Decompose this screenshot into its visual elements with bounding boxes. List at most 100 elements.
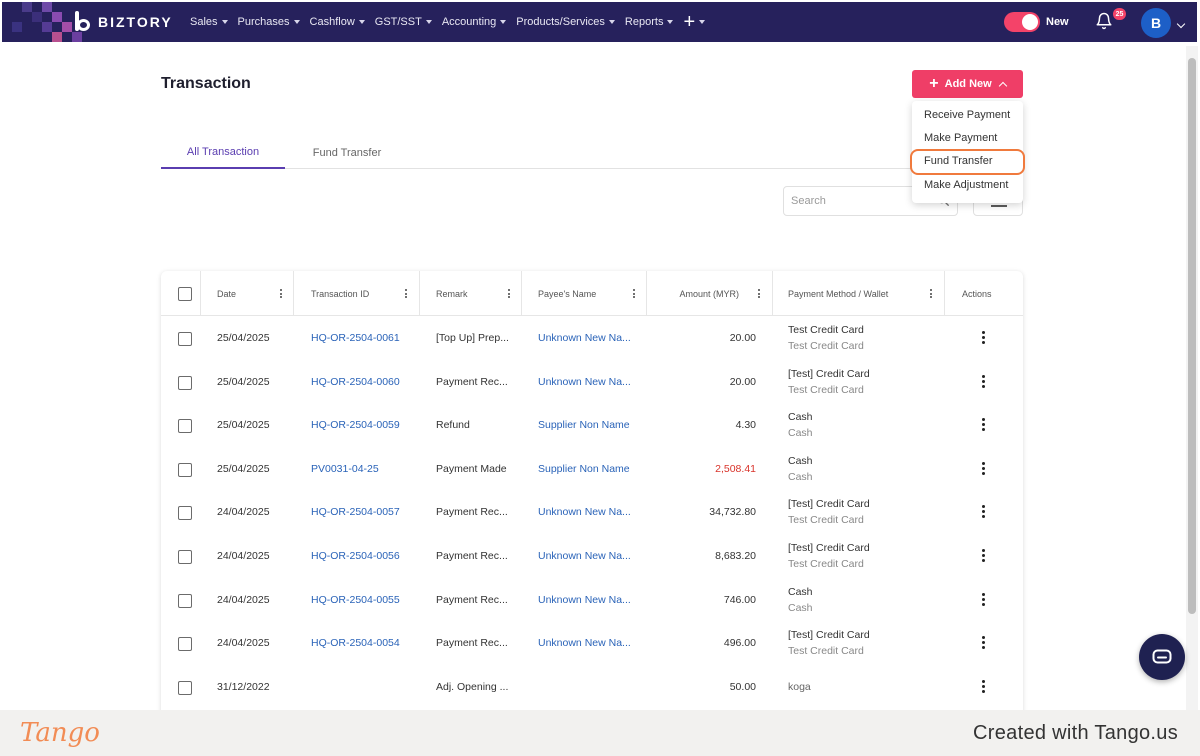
kebab-icon[interactable] <box>982 331 986 345</box>
cell-remark: Payment Rec... <box>436 637 508 650</box>
kebab-icon[interactable] <box>982 505 986 519</box>
cell-wallet: Test Credit Card <box>788 514 864 527</box>
add-new-button[interactable]: + Add New <box>912 70 1023 98</box>
avatar[interactable]: B <box>1141 8 1171 38</box>
select-all-checkbox[interactable] <box>178 287 192 301</box>
cell-transaction-id[interactable]: HQ-OR-2504-0057 <box>311 506 400 519</box>
nav-reports[interactable]: Reports <box>625 16 674 28</box>
nav-sales[interactable]: Sales <box>190 16 228 28</box>
search-input[interactable] <box>791 195 931 207</box>
cell-payee-name[interactable]: Unknown New Na... <box>538 332 631 344</box>
cell-payment-method: [Test] Credit Card <box>788 498 870 511</box>
row-checkbox[interactable] <box>178 375 192 390</box>
table-row[interactable]: 25/04/2025 HQ-OR-2504-0060 Payment Rec... U… <box>161 361 1023 405</box>
table-row[interactable]: 24/04/2025 HQ-OR-2504-0056 Payment Rec... U… <box>161 535 1023 579</box>
column-header-transaction-id[interactable]: Transaction ID <box>311 288 370 299</box>
page-scrollbar[interactable] <box>1186 46 1198 710</box>
top-nav-bar: BIZTORY Sales Purchases Cashflow GST/SST… <box>2 2 1197 42</box>
cell-transaction-id[interactable]: HQ-OR-2504-0055 <box>311 593 400 606</box>
caret-down-icon <box>358 20 365 24</box>
cell-payee-name[interactable]: Unknown New Na... <box>538 637 631 650</box>
nav-gst-sst[interactable]: GST/SST <box>375 16 432 28</box>
main-nav: Sales Purchases Cashflow GST/SST Account… <box>190 2 715 42</box>
caret-down-icon <box>500 20 507 24</box>
kebab-icon[interactable] <box>508 289 511 299</box>
transaction-table: Date Transaction ID Remark Payee's Name … <box>161 271 1023 721</box>
bell-icon[interactable] <box>1095 12 1115 34</box>
kebab-icon[interactable] <box>982 679 986 694</box>
kebab-icon[interactable] <box>982 461 986 476</box>
kebab-icon[interactable] <box>982 418 986 432</box>
nav-cashflow[interactable]: Cashflow <box>310 16 365 28</box>
table-row[interactable]: 24/04/2025 HQ-OR-2504-0055 Payment Rec... U… <box>161 579 1023 623</box>
column-header-remark[interactable]: Remark <box>436 288 468 299</box>
cell-payee-name[interactable]: Supplier Non Name <box>538 462 630 475</box>
column-header-amount[interactable]: Amount (MYR) <box>679 288 739 299</box>
chat-button[interactable] <box>1139 634 1185 680</box>
biztory-logo[interactable]: BIZTORY <box>72 10 173 34</box>
table-row[interactable]: 24/04/2025 HQ-OR-2504-0054 Payment Rec... U… <box>161 622 1023 666</box>
nav-quick-add[interactable]: + <box>683 12 706 32</box>
cell-payee-name[interactable]: Unknown New Na... <box>538 506 631 519</box>
cell-payee-name[interactable]: Supplier Non Name <box>538 419 630 432</box>
chevron-down-icon[interactable] <box>1176 19 1186 29</box>
cell-transaction-id[interactable]: HQ-OR-2504-0061 <box>311 332 400 344</box>
cell-payee-name[interactable]: Unknown New Na... <box>538 550 631 562</box>
kebab-icon[interactable] <box>982 592 986 607</box>
cell-transaction-id[interactable]: HQ-OR-2504-0060 <box>311 375 400 388</box>
kebab-icon[interactable] <box>280 289 283 299</box>
cell-transaction-id[interactable]: PV0031-04-25 <box>311 462 379 475</box>
add-new-menu: Receive Payment Make Payment Fund Transf… <box>912 101 1023 203</box>
kebab-icon[interactable] <box>405 289 408 299</box>
scrollbar-thumb[interactable] <box>1188 58 1196 614</box>
menu-item-make-payment[interactable]: Make Payment <box>924 132 998 144</box>
table-row[interactable]: 25/04/2025 PV0031-04-25 Payment Made Suppli… <box>161 448 1023 492</box>
menu-item-make-adjustment[interactable]: Make Adjustment <box>924 179 1009 191</box>
chevron-up-icon <box>998 81 1007 90</box>
table-row[interactable]: 24/04/2025 HQ-OR-2504-0057 Payment Rec... U… <box>161 491 1023 535</box>
row-checkbox[interactable] <box>178 506 192 521</box>
kebab-icon[interactable] <box>982 636 986 650</box>
cell-transaction-id[interactable]: HQ-OR-2504-0059 <box>311 419 400 432</box>
table-row[interactable]: 25/04/2025 HQ-OR-2504-0059 Refund Supplier … <box>161 404 1023 448</box>
menu-item-receive-payment[interactable]: Receive Payment <box>924 109 1011 121</box>
row-checkbox[interactable] <box>178 680 192 695</box>
nav-purchases[interactable]: Purchases <box>238 16 300 28</box>
cell-payment-method: Cash <box>788 454 813 467</box>
row-checkbox[interactable] <box>178 550 192 564</box>
nav-products-services[interactable]: Products/Services <box>516 16 615 28</box>
tab-fund-transfer[interactable]: Fund Transfer <box>312 146 382 159</box>
chat-icon <box>1152 649 1172 664</box>
table-row[interactable]: 25/04/2025 HQ-OR-2504-0061 [Top Up] Prep..… <box>161 317 1023 361</box>
cell-remark: Payment Rec... <box>436 375 508 388</box>
table-row[interactable]: 31/12/2022 Adj. Opening ... 50.00 koga <box>161 666 1023 710</box>
column-header-date[interactable]: Date <box>217 288 237 299</box>
new-ui-toggle[interactable]: New <box>1004 12 1069 32</box>
row-checkbox[interactable] <box>178 419 192 434</box>
row-checkbox[interactable] <box>178 637 192 652</box>
kebab-icon[interactable] <box>758 289 761 299</box>
row-checkbox[interactable] <box>178 462 192 477</box>
kebab-icon[interactable] <box>982 549 986 563</box>
cell-transaction-id[interactable]: HQ-OR-2504-0054 <box>311 637 400 650</box>
nav-accounting[interactable]: Accounting <box>442 16 507 28</box>
row-checkbox[interactable] <box>178 593 192 608</box>
row-checkbox[interactable] <box>178 332 192 346</box>
kebab-icon[interactable] <box>633 289 636 299</box>
cell-payee-name[interactable]: Unknown New Na... <box>538 375 631 388</box>
menu-item-fund-transfer[interactable]: Fund Transfer <box>924 155 993 167</box>
cell-remark: Refund <box>436 419 470 432</box>
tab-all-transaction[interactable]: All Transaction <box>161 136 285 169</box>
cell-payee-name[interactable]: Unknown New Na... <box>538 593 631 606</box>
cell-amount: 8,683.20 <box>715 550 756 562</box>
cell-transaction-id[interactable]: HQ-OR-2504-0056 <box>311 550 400 562</box>
cell-payment-method: Test Credit Card <box>788 324 864 336</box>
page-title: Transaction <box>161 75 251 92</box>
column-header-payment-method[interactable]: Payment Method / Wallet <box>788 288 889 299</box>
cell-wallet: Cash <box>788 601 813 614</box>
column-header-payee-name[interactable]: Payee's Name <box>538 288 597 299</box>
kebab-icon[interactable] <box>930 289 933 299</box>
cell-amount: 20.00 <box>729 375 756 388</box>
kebab-icon[interactable] <box>982 374 986 389</box>
toggle-switch[interactable] <box>1004 12 1040 32</box>
